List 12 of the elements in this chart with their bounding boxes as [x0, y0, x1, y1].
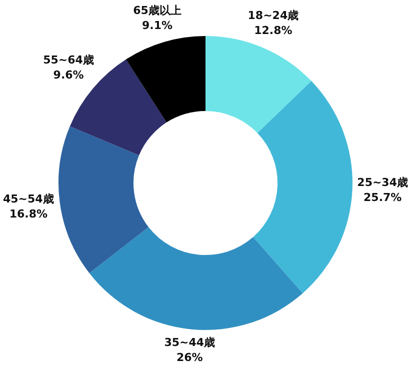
data-label: 9.6%: [53, 68, 84, 82]
slice-label: 65歳以上: [133, 4, 182, 18]
slice-label: 45~54歳: [2, 192, 54, 206]
data-label: 25.7%: [364, 190, 402, 204]
data-label: 26%: [176, 351, 203, 364]
slice-label: 55~64歳: [43, 54, 94, 67]
data-label: 9.1%: [142, 19, 173, 32]
data-label: 12.8%: [254, 24, 292, 38]
slice-label: 35~44歳: [164, 336, 216, 350]
data-label: 16.8%: [9, 207, 48, 220]
slice-label: 25~34歳: [357, 176, 408, 189]
slice-label: 18~24歳: [248, 9, 299, 22]
